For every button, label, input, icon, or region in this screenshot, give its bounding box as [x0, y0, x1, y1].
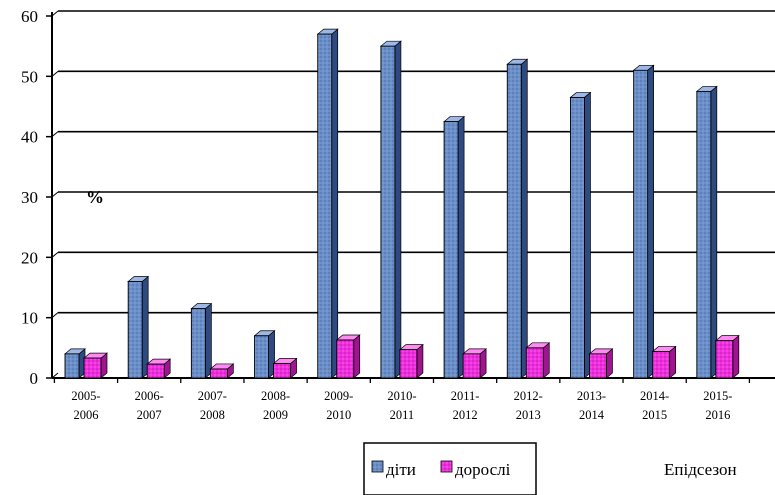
bar-children: [506, 58, 529, 379]
bar-front: [443, 121, 459, 379]
bar-front: [570, 96, 585, 379]
bar-front: [715, 340, 734, 379]
bar-front: [696, 90, 712, 379]
bar-children: [64, 348, 86, 379]
bar-adults: [525, 342, 551, 379]
x-tick-label: 2014-2015: [640, 389, 669, 422]
bar-children: [632, 64, 655, 379]
x-tick-label: 2006-2007: [135, 389, 164, 422]
bar-children: [379, 40, 402, 379]
unit-label: %: [86, 187, 104, 207]
bar-side: [669, 345, 676, 379]
bar-adults: [651, 345, 677, 379]
bar-adults: [588, 348, 614, 379]
x-tick-label: 2010-2011: [387, 389, 416, 422]
grid-layer: [51, 10, 775, 319]
bar-side: [141, 275, 149, 379]
bar-adults: [272, 357, 298, 379]
bar-front: [317, 33, 333, 379]
y-tick-label: 50: [21, 67, 38, 86]
y-tick-label: 40: [21, 128, 38, 147]
bar-front: [399, 349, 418, 379]
bar-front: [127, 281, 143, 379]
x-tick-label: 2013-2014: [577, 389, 606, 422]
bar-front: [273, 363, 291, 379]
bar-adults: [462, 348, 488, 379]
legend: діти дорослі: [363, 442, 537, 495]
bar-side: [416, 343, 424, 379]
bar-children: [253, 330, 276, 379]
legend-label-children: діти: [386, 460, 416, 479]
bar-side: [542, 342, 550, 379]
labels-layer: 0 10 20 30 40 50 60 2005-2006 2006-2007 2007-2008…: [21, 7, 732, 422]
x-tick-label: 2015-2016: [703, 389, 732, 422]
legend-box: [363, 442, 537, 495]
legend-label-adults: дорослі: [455, 460, 511, 479]
bar-front: [254, 335, 269, 379]
bar-side: [584, 91, 591, 379]
bar-front: [336, 339, 355, 379]
x-axis-title: Епідсезон: [664, 460, 737, 479]
legend-swatch-adults: [440, 460, 453, 473]
axis-layer: [46, 12, 775, 383]
bar-side: [353, 334, 361, 379]
x-tick-label: 2012-2013: [514, 389, 543, 422]
bar-side: [394, 40, 402, 379]
bar-children: [569, 91, 592, 379]
bar-children: [443, 115, 466, 379]
y-tick-label: 0: [30, 369, 39, 388]
bar-front: [652, 351, 671, 379]
bar-side: [520, 58, 528, 379]
bar-front: [525, 347, 544, 379]
bar-side: [710, 85, 718, 379]
y-tick-label: 10: [21, 309, 38, 328]
bar-adults: [335, 334, 361, 379]
x-tick-label: 2009-2010: [324, 389, 353, 422]
bar-children: [127, 275, 150, 379]
bar-children: [695, 85, 718, 379]
bar-front: [380, 45, 396, 379]
y-tick-label: 20: [21, 248, 38, 267]
bar-side: [331, 28, 339, 379]
bars-layer: [64, 28, 740, 379]
bar-front: [146, 363, 165, 379]
x-tick-label: 2007-2008: [198, 389, 227, 422]
bar-children: [190, 302, 213, 379]
bar-front: [83, 357, 102, 379]
bar-side: [457, 115, 465, 379]
bar-adults: [83, 352, 108, 379]
bar-children: [316, 28, 339, 379]
bar-side: [647, 64, 654, 379]
bar-front: [506, 63, 522, 379]
bar-adults: [209, 363, 235, 379]
x-tick-label: 2005-2006: [71, 389, 100, 422]
y-tick-label: 60: [21, 7, 38, 26]
x-tick-label: 2008-2009: [261, 389, 290, 422]
bar-front: [462, 353, 481, 379]
bar-front: [64, 353, 80, 379]
bar-adults: [714, 334, 740, 379]
bar-front: [589, 353, 607, 379]
bar-adults: [146, 358, 172, 379]
bar-side: [732, 334, 740, 379]
x-tick-label: 2011-2012: [451, 389, 480, 422]
bar-side: [205, 302, 212, 379]
bar-adults: [398, 343, 424, 379]
bar-front: [633, 69, 649, 379]
y-tick-label: 30: [21, 188, 38, 207]
bar-front: [190, 308, 206, 379]
legend-swatch-children: [371, 460, 384, 473]
bar-front: [209, 368, 228, 379]
floor-depth: [51, 372, 59, 379]
